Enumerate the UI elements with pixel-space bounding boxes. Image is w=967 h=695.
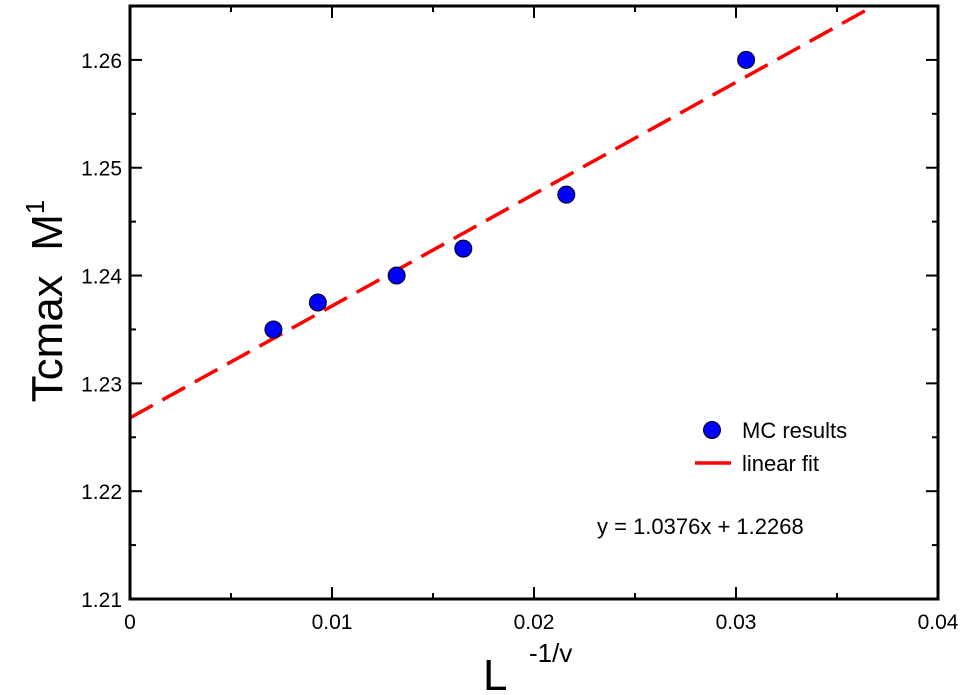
legend-marker-mc-results	[703, 421, 721, 439]
axis-ticks	[129, 6, 939, 600]
data-point	[308, 293, 327, 312]
x-axis-label-superscript: -1/v	[529, 638, 572, 668]
plot-frame	[128, 4, 940, 601]
x-tick-label: 0.02	[514, 611, 555, 634]
data-point	[737, 50, 756, 69]
y-axis-label-main: Tcmax M	[23, 214, 72, 402]
x-axis-label-main: L	[483, 651, 507, 695]
legend-label-mc-results: MC results	[742, 418, 847, 443]
y-tick-label: 1.24	[81, 266, 122, 289]
data-point	[264, 320, 283, 339]
axis-tick-labels: 0 0.01 0.02 0.03 0.04 1.21 1.22 1.23 1.24 1.25 1.2…	[81, 50, 959, 634]
data-point	[387, 266, 406, 285]
data-point	[454, 239, 473, 258]
y-tick-label: 1.21	[81, 589, 122, 612]
y-tick-label: 1.25	[81, 158, 122, 181]
y-axis-label-superscript: 1	[20, 200, 50, 214]
x-tick-label: 0.03	[716, 611, 757, 634]
x-tick-label: 0.04	[918, 611, 959, 634]
legend-label-linear-fit: linear fit	[742, 451, 819, 476]
data-point	[557, 185, 576, 204]
y-tick-label: 1.26	[81, 50, 122, 73]
fit-equation: y = 1.0376x + 1.2268	[597, 514, 804, 539]
linear-fit-line	[130, 6, 878, 420]
legend: MC results linear fit	[695, 418, 847, 476]
x-tick-label: 0.01	[312, 611, 353, 634]
x-tick-label: 0	[124, 611, 136, 634]
y-axis-label: Tcmax M1	[20, 200, 72, 403]
mc-results-points	[264, 50, 756, 339]
y-tick-label: 1.22	[81, 481, 122, 504]
y-tick-label: 1.23	[81, 373, 122, 396]
